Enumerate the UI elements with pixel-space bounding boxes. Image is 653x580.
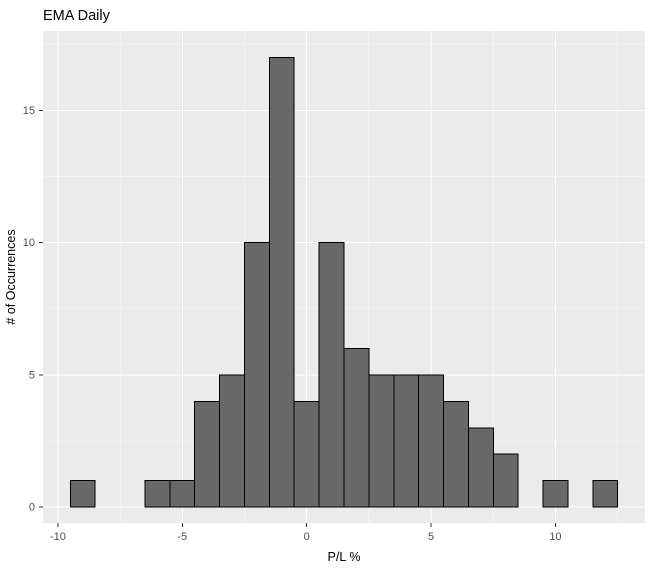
y-tick-label: 15 bbox=[23, 105, 35, 117]
histogram-bar bbox=[169, 480, 196, 508]
y-tick-label: 0 bbox=[29, 502, 35, 514]
plot-layer: -10 -5 0 5 10 0 5 10 15 bbox=[23, 31, 645, 543]
y-tick-label: 10 bbox=[23, 237, 35, 249]
histogram-bar bbox=[144, 480, 171, 508]
histogram-bar bbox=[542, 480, 569, 508]
histogram-bar bbox=[243, 242, 270, 508]
histogram-bar bbox=[393, 374, 420, 508]
x-tick-label: 5 bbox=[428, 531, 434, 543]
histogram-bar bbox=[219, 374, 245, 508]
x-tick-label: -5 bbox=[177, 531, 187, 543]
x-tick-label: -10 bbox=[50, 531, 66, 543]
histogram-bar bbox=[467, 427, 494, 508]
x-axis-title: P/L % bbox=[328, 550, 361, 564]
histogram-bar bbox=[343, 347, 370, 508]
histogram-bar bbox=[492, 453, 519, 508]
histogram-bar bbox=[293, 400, 320, 508]
histogram-bar bbox=[368, 374, 395, 508]
chart-title: EMA Daily bbox=[43, 8, 111, 24]
histogram-bar bbox=[592, 480, 619, 508]
histogram-bar bbox=[318, 242, 345, 508]
x-tick-label: 10 bbox=[549, 531, 561, 543]
histogram-bar bbox=[194, 400, 221, 508]
y-axis-title: # of Occurrences bbox=[4, 229, 18, 324]
histogram-bar bbox=[443, 400, 469, 508]
histogram-bar bbox=[268, 56, 295, 508]
histogram-bar bbox=[69, 480, 96, 508]
x-tick-label: 0 bbox=[304, 531, 310, 543]
y-tick-label: 5 bbox=[29, 369, 35, 381]
histogram-bar bbox=[418, 374, 445, 508]
